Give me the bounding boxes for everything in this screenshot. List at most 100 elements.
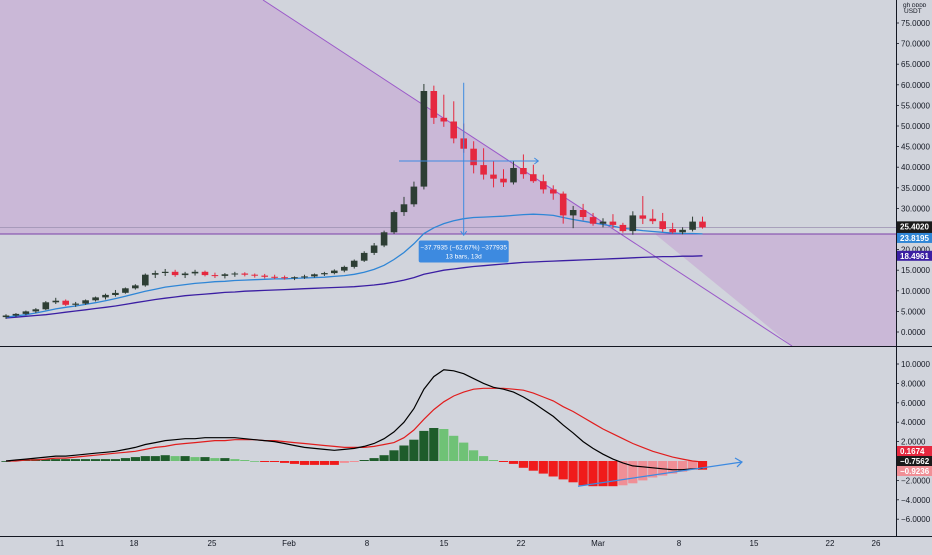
price-axis-tick-label: 10.0000 [901, 287, 930, 296]
measure-label-line2: 13 bars, 13d [446, 254, 483, 261]
price-axis-tick-label: 35.0000 [901, 184, 930, 193]
macd-tags-group: 0.1674−0.7562−0.9236 [897, 446, 932, 476]
macd-histogram-bar [687, 461, 698, 470]
macd-histogram-bar [260, 461, 270, 462]
candle-body [619, 224, 627, 232]
candle-body [480, 165, 487, 175]
axis-currency-label: USDT [904, 8, 922, 15]
measure-label-line1: −37.7935 (−62.67%) −377935 [420, 245, 507, 252]
candle-body [221, 274, 229, 276]
macd-histogram-bar [190, 457, 200, 461]
price-axis-tick-label: 70.0000 [901, 40, 930, 49]
candle-body [390, 212, 398, 233]
macd-histogram-bar [100, 459, 111, 461]
measure-horizontal-arrowhead [534, 157, 540, 165]
macd-histogram-bar [180, 456, 190, 461]
candle-body [122, 288, 129, 293]
macd-axis-tick-label: −2.0000 [901, 476, 931, 485]
price-tag-bg [897, 232, 932, 243]
price-axis-tick-label: 75.0000 [901, 19, 930, 28]
candle-body [271, 276, 278, 278]
candle-body [639, 215, 647, 219]
macd-histogram-bar [160, 455, 170, 461]
candle-body [360, 252, 368, 261]
macd-histogram-bar [429, 428, 439, 461]
candle-body [12, 313, 20, 316]
moving-average-slow [5, 255, 703, 319]
macd-histogram-bar [289, 461, 300, 464]
candle-body [32, 309, 40, 312]
macd-histogram-bar [668, 461, 678, 474]
candle-body [500, 178, 507, 183]
price-axis-tick-label: 65.0000 [901, 60, 930, 69]
time-axis-tick-label: 22 [826, 539, 835, 548]
macd-histogram-bar [309, 461, 319, 465]
macd-axis-tick-label: 4.0000 [901, 418, 926, 427]
candle-body [331, 270, 338, 274]
candle-body [311, 274, 318, 277]
price-tag-value: 25.4020 [900, 222, 929, 231]
macd-histogram-bar [508, 461, 519, 464]
price-axis-tick-label: 15.0000 [901, 266, 930, 275]
candle-body [540, 181, 547, 190]
macd-histogram-bar [200, 457, 210, 461]
macd-axis-tick-label: −4.0000 [901, 496, 931, 505]
candle-body [649, 218, 657, 222]
macd-histogram-bar [220, 458, 230, 461]
macd-histogram-bar [449, 435, 459, 461]
macd-histogram-bar [598, 461, 608, 487]
time-axis-tick-label: Feb [282, 539, 296, 548]
macd-histogram-bar [528, 461, 538, 471]
candle-body [92, 297, 99, 301]
descending-trendline[interactable] [262, 0, 793, 347]
macd-histogram-bar [250, 461, 260, 462]
macd-histogram-bar [369, 458, 379, 461]
time-axis-tick-label: 18 [130, 539, 139, 548]
macd-histogram-bar [498, 461, 509, 462]
macd-line [5, 369, 703, 471]
macd-histogram-bar [697, 461, 708, 470]
macd-histogram-bar [81, 459, 91, 461]
wedge-lower-shade [655, 233, 896, 346]
price-axis-tick-label: 50.0000 [901, 122, 930, 131]
candle-body [102, 294, 109, 298]
candle-body [161, 271, 169, 273]
price-pane[interactable]: −37.7935 (−62.67%) −377935 13 bars, 13d [0, 0, 896, 347]
divergence-arrow[interactable] [577, 461, 743, 487]
macd-histogram-bar [389, 450, 399, 461]
macd-histogram-bar [170, 456, 180, 461]
macd-histogram-bar [638, 461, 648, 481]
price-axis-tick-label: 5.0000 [901, 307, 926, 316]
macd-histogram-bar [439, 429, 449, 461]
time-axis-tick-label: 22 [517, 539, 526, 548]
candle-body [82, 300, 89, 304]
candle-body [52, 300, 60, 303]
candle-body [569, 210, 577, 216]
macd-histogram-bar [240, 460, 250, 461]
price-axis-tick-label: 0.0000 [901, 328, 926, 337]
price-tag-bg [897, 250, 932, 261]
candle-body [530, 174, 537, 182]
candle-body [669, 229, 676, 233]
macd-histogram-bar [210, 458, 220, 461]
lower-band-bg [0, 233, 896, 346]
candle-body [370, 245, 378, 253]
time-axis-ticks[interactable]: 11 18 25 Feb 8 15 22 Mar 8 15 22 26 [56, 539, 881, 548]
time-axis-tick-label: 15 [440, 539, 449, 548]
measure-tool[interactable]: −37.7935 (−62.67%) −377935 13 bars, 13d [399, 82, 540, 263]
candle-body [231, 273, 239, 275]
price-axis-tick-label: 20.0000 [901, 246, 930, 255]
macd-histogram-bar [548, 461, 558, 477]
macd-axis-tick-label: −6.0000 [901, 515, 931, 524]
candle-body [341, 266, 348, 271]
candle-body [72, 303, 79, 305]
macd-histogram-bar [409, 439, 419, 461]
axis-unit-fragment: gh ᴅᴅᴅᴅ [903, 2, 927, 9]
macd-histogram-bar [459, 442, 469, 461]
candle-body [699, 221, 706, 228]
price-axis-tick-label: 45.0000 [901, 143, 930, 152]
macd-pane[interactable] [1, 369, 743, 487]
candle-body [659, 221, 666, 229]
